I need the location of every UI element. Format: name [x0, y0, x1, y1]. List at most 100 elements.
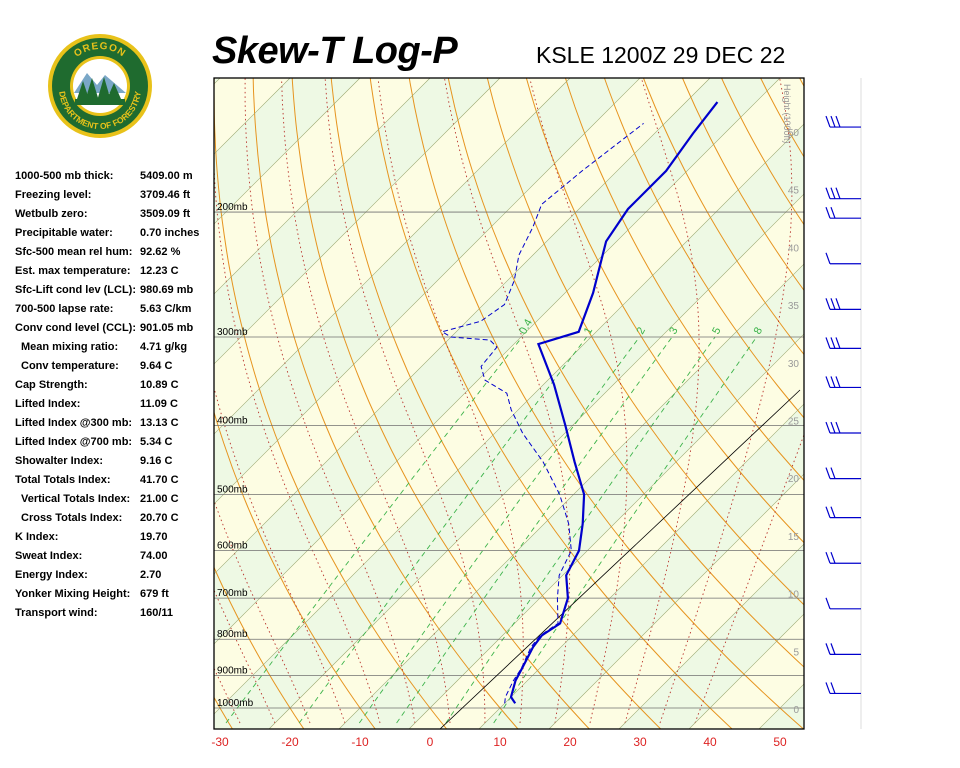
wind-barb [825, 552, 861, 564]
stat-value: 160/11 [140, 607, 174, 619]
height-tick-label: 15 [788, 532, 800, 543]
dry-adiabat-line [214, 566, 305, 729]
stat-value: 901.05 mb [140, 322, 194, 334]
isotherm-line [214, 78, 571, 435]
isotherm-line [829, 78, 960, 729]
wind-barb-feather [830, 206, 836, 219]
moist-adiabat-line [281, 78, 451, 724]
dry-adiabat-line [330, 78, 662, 729]
moist-adiabat-line [324, 78, 486, 723]
dry-adiabat-line [252, 78, 519, 729]
stat-label: Cross Totals Index: [21, 512, 123, 524]
pressure-tick-label: 900mb [217, 666, 248, 677]
x-tick-label: -20 [281, 735, 299, 749]
stat-label: 1000-500 mb thick: [15, 170, 114, 182]
stat-label: 700-500 lapse rate: [15, 303, 114, 315]
stat-value: 19.70 [140, 531, 168, 543]
dry-adiabat-line [603, 78, 804, 419]
mixing-ratio-label: 8 [752, 325, 765, 336]
wind-barb-feather [830, 337, 836, 349]
x-tick-label: 40 [703, 735, 717, 749]
wind-barb-feather [825, 643, 831, 655]
isotherm-band [0, 78, 10, 729]
dry-adiabat-line [214, 410, 376, 729]
plot-border [213, 77, 805, 730]
height-tick-label: 40 [788, 243, 800, 254]
stat-label: Mean mixing ratio: [21, 341, 119, 353]
moist-adiabat-line [244, 78, 416, 724]
dry-adiabat-line [525, 78, 804, 544]
mixing-ratio-line [396, 336, 673, 724]
moist-adiabat-line [377, 78, 524, 724]
wind-barb [825, 467, 861, 480]
dry-adiabat-line [564, 78, 804, 482]
height-axis-label: Height (1000ft) [782, 84, 792, 144]
isotherm-band [214, 124, 804, 729]
stat-label: Lifted Index @300 mb: [15, 417, 133, 429]
isotherm-line [0, 78, 10, 729]
isotherm-line [618, 543, 804, 729]
wind-barb-feather [835, 187, 841, 199]
stat-value: 980.69 mb [140, 284, 194, 296]
wind-barb-feather [835, 421, 841, 434]
isotherm-line [0, 78, 150, 729]
wind-barb-feather [825, 467, 831, 479]
stat-label: Vertical Totals Index: [21, 493, 131, 505]
isotherm-line [214, 78, 711, 575]
isotherm-line [214, 78, 361, 225]
height-tick-label: 0 [793, 705, 799, 716]
stat-value: 9.64 C [140, 360, 173, 372]
stat-value: 41.70 C [140, 474, 179, 486]
stat-value: 10.89 C [140, 379, 179, 391]
wind-barb-feather [835, 337, 841, 349]
mixing-ratio-line [298, 336, 588, 724]
mixing-ratio-line [493, 336, 757, 724]
wind-barb-feather [825, 421, 831, 434]
stat-value: 5.34 C [140, 436, 173, 448]
wind-barb-feather [830, 376, 836, 388]
stat-value: 0.70 inches [140, 227, 200, 239]
moist-adiabat-line [529, 78, 628, 724]
wind-barb [825, 187, 861, 200]
moist-adiabat-line [214, 386, 346, 724]
stat-value: 3509.09 ft [140, 208, 191, 220]
x-tick-label: 0 [427, 735, 434, 749]
wind-barb [825, 682, 861, 695]
wind-barb-feather [825, 376, 831, 388]
dry-adiabat-line [837, 75, 960, 739]
wind-barb-feather [830, 421, 836, 434]
dry-adiabat-line [408, 78, 804, 729]
stat-label: Sfc-500 mean rel hum: [15, 246, 133, 258]
isotherm-band [0, 78, 80, 729]
isotherm-line [408, 333, 804, 729]
stat-value: 74.00 [140, 550, 168, 562]
isotherm-line [338, 263, 804, 729]
dry-adiabat-line [486, 78, 804, 606]
pressure-tick-label: 400mb [217, 416, 248, 427]
stat-label: Energy Index: [15, 569, 88, 581]
mixing-ratio-line [358, 336, 640, 724]
isotherm-line [214, 123, 804, 715]
wind-barb-feather [835, 298, 841, 310]
stat-value: 2.70 [140, 569, 162, 581]
dry-adiabat-line [43, 75, 166, 739]
page-title: Skew-T Log-P [212, 30, 458, 72]
height-tick-label: 50 [788, 128, 800, 139]
wind-barb [825, 597, 861, 610]
isotherm-line [688, 613, 804, 729]
wind-barb-feather [825, 506, 831, 518]
dry-adiabat-line [291, 78, 591, 729]
pressure-tick-label: 600mb [217, 541, 248, 552]
wind-barb-feather [825, 337, 831, 349]
stat-label: Wetbulb zero: [15, 208, 88, 220]
x-tick-label: 20 [563, 735, 577, 749]
wind-barb [825, 115, 861, 128]
pressure-tick-label: 800mb [217, 629, 248, 640]
stat-label: Conv cond level (CCL): [15, 322, 137, 334]
wind-barb [825, 376, 861, 389]
mixing-ratio-label: 3 [667, 325, 680, 336]
stat-value: 21.00 C [140, 493, 179, 505]
wind-barb-feather [825, 187, 831, 199]
oregon-department-of-forestry-logo: OREGON DEPARTMENT OF FORESTRY [47, 33, 153, 139]
wind-barb-feather [830, 187, 836, 199]
